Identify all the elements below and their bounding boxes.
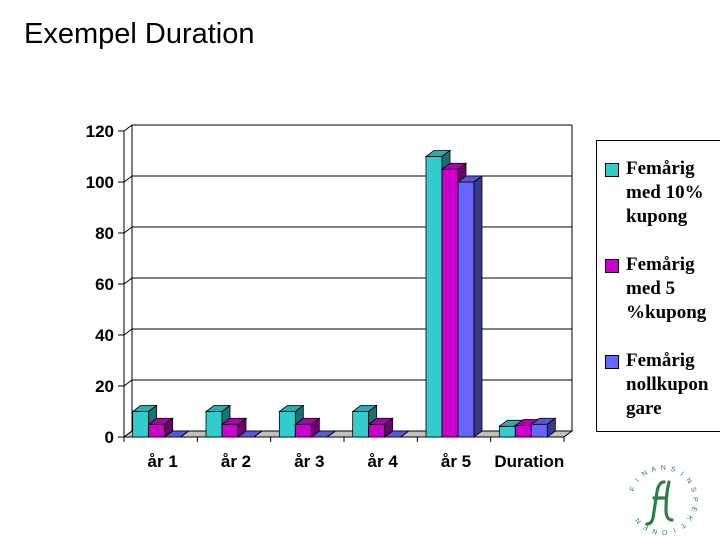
- bar-side: [473, 175, 483, 438]
- logo-letter: S: [670, 466, 677, 474]
- bar-3-4: [383, 430, 410, 438]
- chart-legend: Femårig med 10% kupong Femårig med 5 %ku…: [596, 140, 720, 432]
- bar-3-6: [530, 417, 557, 438]
- bar-front: [132, 411, 150, 438]
- logo-letter: I: [672, 526, 676, 533]
- logo-letter: N: [652, 527, 659, 535]
- bar-front: [441, 168, 459, 438]
- bar-2-2: [220, 417, 248, 438]
- bar-front: [294, 423, 312, 438]
- y-tick-label: 120: [86, 122, 114, 141]
- bar-side: [546, 417, 556, 438]
- bar-2-1: [147, 417, 174, 438]
- logo-letter: P: [691, 497, 698, 502]
- bar-front: [368, 423, 386, 438]
- axes: [118, 125, 574, 442]
- x-category-label: år 1: [148, 452, 178, 471]
- y-tick-label: 100: [86, 173, 114, 192]
- bar-front: [205, 411, 223, 438]
- logo-letter: A: [650, 466, 657, 474]
- bar-3-5: [456, 175, 484, 438]
- legend-swatch-series-3: [605, 355, 619, 369]
- bar-side: [327, 430, 336, 438]
- logo-letter: I: [635, 478, 642, 484]
- bar-front: [278, 411, 296, 438]
- gridline-wall: [123, 226, 133, 234]
- logo-letter: N: [634, 516, 643, 524]
- logo-letter: E: [642, 522, 650, 531]
- logo-letter: N: [641, 470, 649, 479]
- legend-label-series-1: Femårig med 10% kupong: [626, 158, 704, 227]
- bar-side: [253, 430, 263, 438]
- y-tick-label: 80: [95, 224, 114, 243]
- bars: [131, 149, 557, 438]
- slide-title: Exempel Duration: [24, 18, 255, 50]
- legend-swatch-series-2: [605, 259, 619, 273]
- y-tick-label: 20: [95, 377, 114, 396]
- x-category-label: år 4: [368, 452, 399, 471]
- legend-swatch-series-1: [605, 163, 619, 177]
- gridline-wall: [123, 277, 133, 285]
- bar-front: [457, 181, 475, 438]
- logo-f-mark: [645, 480, 674, 526]
- logo-letter: N: [661, 465, 666, 472]
- logo-letter: K: [685, 514, 694, 522]
- logo-letter: F: [629, 486, 637, 492]
- bar-3-3: [310, 430, 337, 438]
- bar-side: [400, 430, 409, 438]
- bar-front: [530, 423, 548, 438]
- bar-front: [148, 423, 166, 438]
- bar-3-1: [163, 430, 190, 438]
- gridline-wall: [123, 379, 133, 387]
- logo-letter: E: [689, 506, 697, 513]
- bar-front: [514, 425, 532, 438]
- logo-letter: I: [679, 471, 685, 478]
- logo-letter: T: [678, 521, 686, 530]
- logo-letter: N: [684, 477, 693, 485]
- x-category-label: år 3: [294, 452, 324, 471]
- y-tick-label: 40: [95, 326, 114, 345]
- x-category-label: år 5: [441, 452, 471, 471]
- bar-front: [425, 156, 443, 438]
- x-category-label: Duration: [494, 452, 564, 471]
- bar-front: [498, 425, 516, 438]
- legend-label-series-2: Femårig med 5 %kupong: [626, 254, 707, 323]
- bar-front: [352, 411, 370, 438]
- y-tick-label: 0: [105, 428, 114, 447]
- axis-labels: 0 20 40 60 80 100 120 år 1 år 2 år 3 år 4 år 5 Durat…: [86, 122, 565, 471]
- legend-label-series-3: Femårig nollkupon gare: [626, 350, 709, 419]
- gridlines: [123, 124, 572, 438]
- bar-front: [221, 423, 239, 438]
- y-tick-label: 60: [95, 275, 114, 294]
- gridline-wall: [123, 124, 133, 132]
- x-category-label: år 2: [221, 452, 251, 471]
- bar-3-2: [236, 430, 264, 438]
- bar-side: [180, 430, 189, 438]
- logo-letter: S: [689, 486, 697, 493]
- gridline-wall: [123, 175, 133, 183]
- logo-letter: O: [661, 528, 667, 535]
- gridline-wall: [123, 328, 133, 336]
